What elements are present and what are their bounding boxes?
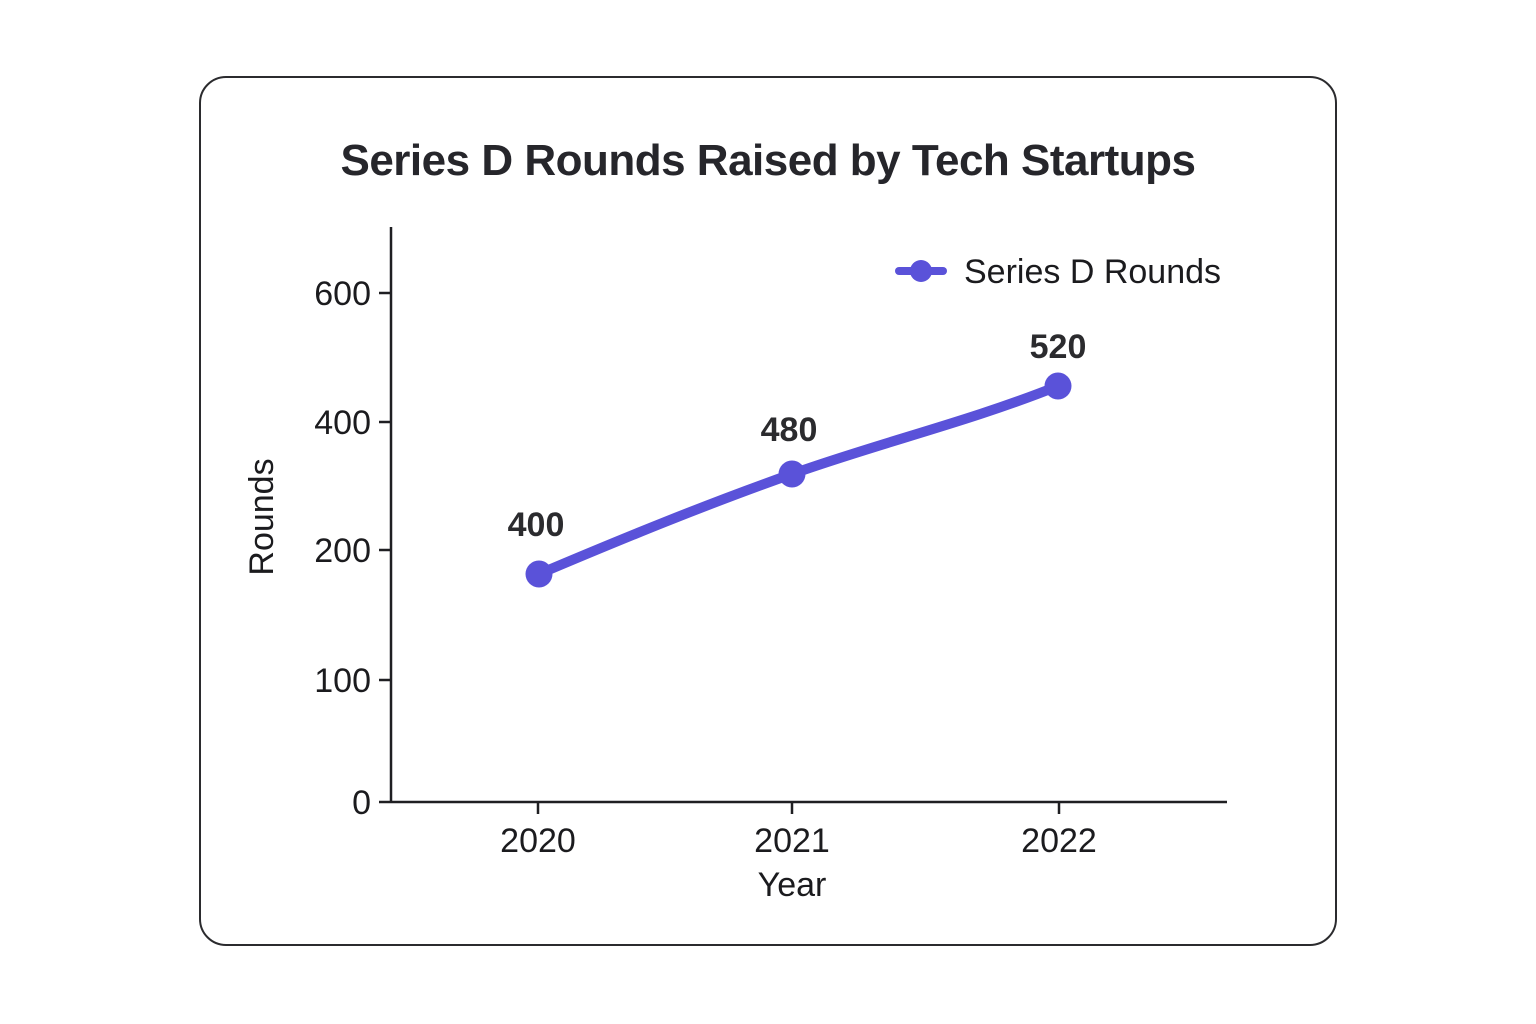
y-tick-label: 100 bbox=[314, 662, 371, 700]
y-tick-label: 200 bbox=[314, 532, 371, 570]
x-tick-label: 2021 bbox=[754, 822, 830, 860]
legend-label: Series D Rounds bbox=[964, 253, 1221, 291]
data-point-label: 520 bbox=[1030, 328, 1087, 366]
y-tick-label: 400 bbox=[314, 404, 371, 442]
y-axis-title: Rounds bbox=[243, 458, 281, 575]
data-point-label: 480 bbox=[761, 411, 818, 449]
legend-marker-dot bbox=[910, 260, 932, 282]
y-tick-label: 0 bbox=[352, 784, 371, 822]
x-tick-label: 2020 bbox=[500, 822, 576, 860]
data-point bbox=[1044, 372, 1072, 400]
data-point bbox=[525, 560, 553, 588]
chart-title: Series D Rounds Raised by Tech Startups bbox=[340, 136, 1196, 185]
data-point bbox=[778, 460, 806, 488]
data-point-label: 400 bbox=[508, 506, 565, 544]
line-chart-plot-area: 0 100 200 400 600 2020 2021 2022 Rounds Year 400 48… bbox=[243, 227, 1227, 904]
chart-card: Series D Rounds Raised by Tech Startups … bbox=[199, 76, 1337, 946]
x-tick-label: 2022 bbox=[1021, 822, 1097, 860]
x-axis-title: Year bbox=[758, 866, 827, 904]
y-tick-label: 600 bbox=[314, 275, 371, 313]
